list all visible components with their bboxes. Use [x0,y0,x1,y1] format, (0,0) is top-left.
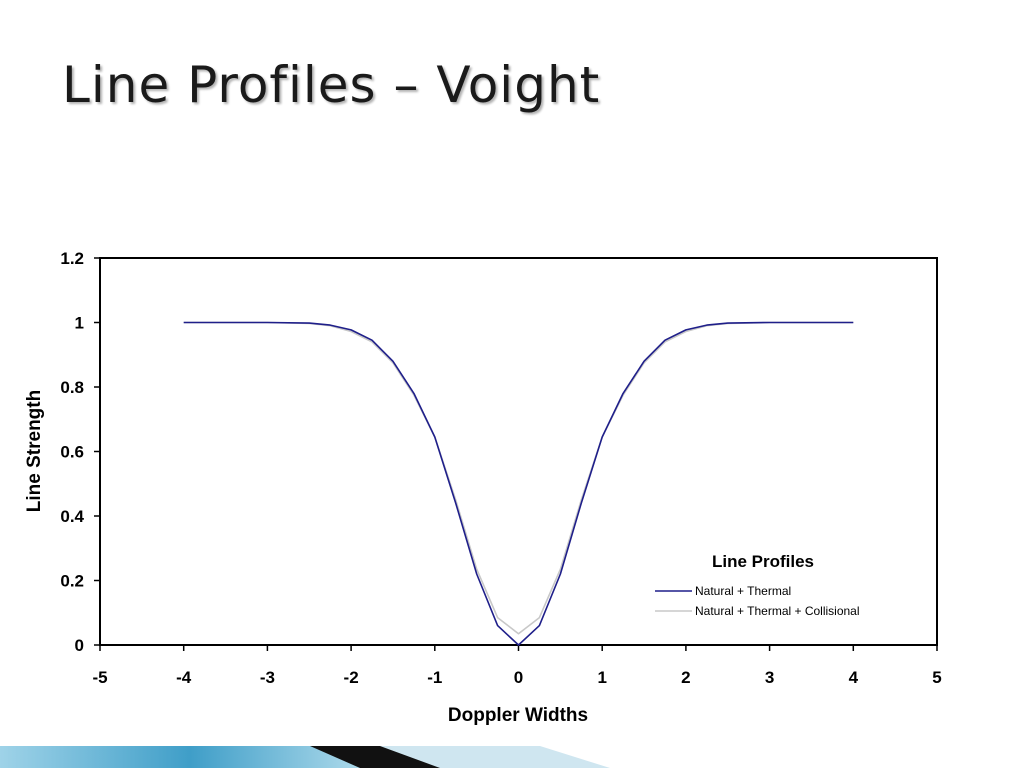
x-tick-label: 0 [514,668,523,687]
series-line-natural-thermal-collisional [183,321,854,635]
y-tick-label: 0.4 [60,507,84,526]
decorative-footer-bar [0,746,1024,768]
x-tick-label: 3 [765,668,774,687]
x-tick-label: -1 [427,668,442,687]
y-tick-label: 0 [75,636,84,655]
legend-label-natural-thermal: Natural + Thermal [695,584,791,598]
x-tick-label: -5 [92,668,107,687]
x-axis: -5 -4 -3 -2 -1 0 1 2 3 4 5 [92,645,942,687]
y-tick-label: 1 [75,314,84,333]
x-axis-label: Doppler Widths [448,705,588,726]
y-axis: 0 0.2 0.4 0.6 0.8 1 1.2 [60,249,100,655]
y-tick-label: 0.2 [60,572,84,591]
x-tick-label: -4 [176,668,192,687]
x-tick-label: -2 [344,668,359,687]
x-tick-label: 1 [597,668,606,687]
x-tick-label: -3 [260,668,275,687]
y-axis-label: Line Strength [24,390,45,512]
x-tick-label: 5 [932,668,941,687]
y-tick-label: 0.8 [60,378,84,397]
legend-label-collisional: Natural + Thermal + Collisional [695,604,860,618]
x-tick-label: 2 [681,668,690,687]
footer-teal-band [0,746,380,768]
series-lines [183,321,854,646]
footer-dark-wedge [310,746,440,768]
plot-area [99,257,938,646]
y-tick-label: 0.6 [60,443,84,462]
slide-title: Line Profiles – Voight [62,56,601,114]
legend: Line Profiles Natural + Thermal Natural … [655,552,860,618]
legend-title: Line Profiles [712,552,814,571]
x-tick-label: 4 [849,668,859,687]
series-line-natural-thermal [183,321,854,646]
y-tick-label: 1.2 [60,249,84,268]
